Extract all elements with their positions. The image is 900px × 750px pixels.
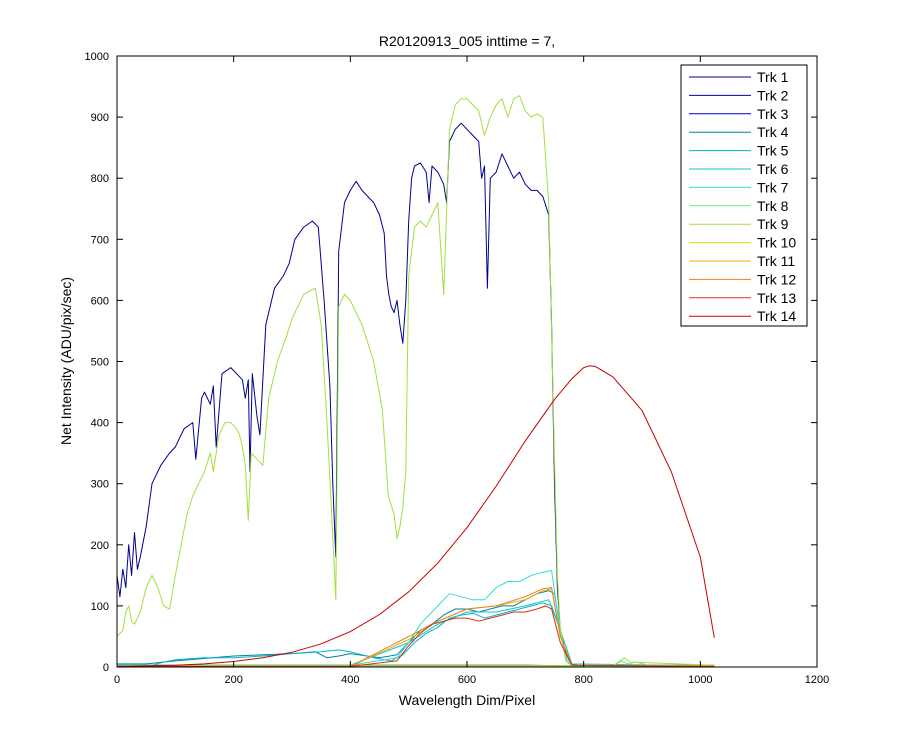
legend-label-trk-9: Trk 9 [757, 216, 789, 232]
y-tick-label: 700 [91, 234, 109, 246]
x-tick-label: 200 [224, 674, 242, 686]
x-tick-label: 400 [341, 674, 359, 686]
series-line-trk-7 [117, 570, 715, 667]
x-tick-label: 600 [458, 674, 476, 686]
y-tick-label: 600 [91, 295, 109, 307]
y-tick-label: 200 [91, 540, 109, 552]
x-tick-label: 800 [574, 674, 592, 686]
series-line-trk-1 [117, 122, 715, 667]
legend-label-trk-10: Trk 10 [757, 235, 796, 251]
legend-label-trk-2: Trk 2 [757, 87, 789, 103]
y-axis-label: Net Intensity (ADU/pix/sec) [58, 277, 74, 445]
x-tick-label: 1200 [805, 674, 829, 686]
legend-label-trk-5: Trk 5 [757, 143, 789, 159]
ticks-group: 0 200 400 600 800 1000 1200 0 100 200 300 400 500 600… [85, 51, 830, 686]
legend-label-trk-12: Trk 12 [757, 271, 796, 287]
x-tick-label: 1000 [688, 674, 712, 686]
legend-label-trk-13: Trk 13 [757, 290, 796, 306]
y-tick-label: 1000 [85, 51, 109, 63]
legend-label-trk-1: Trk 1 [757, 69, 789, 85]
legend-label-trk-6: Trk 6 [757, 161, 789, 177]
x-axis-label: Wavelength Dim/Pixel [399, 692, 535, 708]
legend-label-trk-8: Trk 8 [757, 198, 789, 214]
legend-label-trk-7: Trk 7 [757, 179, 789, 195]
series-group [117, 95, 715, 667]
y-tick-label: 0 [103, 662, 109, 674]
y-tick-label: 400 [91, 418, 109, 430]
y-tick-label: 800 [91, 173, 109, 185]
series-line-trk-5 [117, 602, 715, 667]
series-line-trk-13 [117, 605, 715, 667]
chart-title: R20120913_005 inttime = 7, [379, 33, 555, 49]
legend-label-trk-4: Trk 4 [757, 124, 789, 140]
legend-label-trk-14: Trk 14 [757, 308, 796, 324]
series-line-trk-9 [117, 95, 715, 667]
legend-label-trk-11: Trk 11 [757, 253, 795, 269]
y-tick-label: 300 [91, 479, 109, 491]
x-tick-label: 0 [114, 674, 120, 686]
series-line-trk-12 [117, 587, 715, 667]
legend-box [680, 64, 808, 327]
y-tick-label: 100 [91, 601, 109, 613]
legend: Trk 1 Trk 2 Trk 3 Trk 4 Trk 5 Trk 6 Trk 7 Trk 8… [680, 64, 808, 327]
y-tick-label: 900 [91, 112, 109, 124]
y-tick-label: 500 [91, 357, 109, 369]
legend-label-trk-3: Trk 3 [757, 106, 789, 122]
